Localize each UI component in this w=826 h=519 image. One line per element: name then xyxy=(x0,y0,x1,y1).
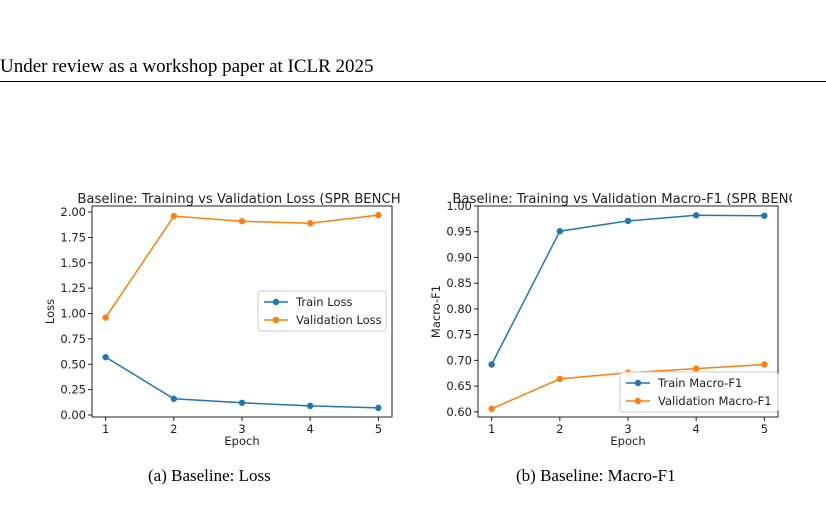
legend-box xyxy=(619,371,779,413)
header-rule xyxy=(0,81,826,82)
y-tick-label: 1.00 xyxy=(446,199,472,213)
x-axis-label: Epoch xyxy=(224,434,259,448)
data-point-validation xyxy=(375,211,382,219)
data-point-validation xyxy=(761,361,768,368)
x-tick-label: 4 xyxy=(307,422,314,436)
y-tick-label: 0.50 xyxy=(60,357,86,371)
y-tick-label: 0.60 xyxy=(446,405,472,419)
x-tick-label: 5 xyxy=(761,422,768,436)
chart-macro-f1: Baseline: Training vs Validation Macro-F… xyxy=(429,192,797,448)
caption-b: (b) Baseline: Macro-F1 xyxy=(516,466,676,485)
data-point-train xyxy=(488,361,495,368)
y-axis-label: Loss xyxy=(43,299,57,324)
data-point-train xyxy=(624,217,632,225)
y-tick-label: 1.00 xyxy=(60,307,86,321)
y-tick-label: 0.65 xyxy=(446,379,472,393)
legend-label: Train Macro-F1 xyxy=(657,376,742,390)
y-tick-label: 1.25 xyxy=(60,281,86,295)
y-tick-label: 0.00 xyxy=(60,408,86,422)
caption-a: (a) Baseline: Loss xyxy=(148,466,271,485)
data-point-train xyxy=(692,212,700,219)
y-tick-label: 0.70 xyxy=(446,353,472,367)
chart-loss: Baseline: Training vs Validation Loss (S… xyxy=(43,192,401,448)
legend-marker xyxy=(272,298,280,306)
data-point-validation xyxy=(692,365,700,372)
x-axis-label: Epoch xyxy=(610,434,645,448)
x-tick-label: 3 xyxy=(624,422,631,436)
y-tick-label: 0.75 xyxy=(446,328,472,342)
y-tick-label: 0.80 xyxy=(446,302,472,316)
data-point-train xyxy=(170,395,178,402)
x-tick-label: 3 xyxy=(238,422,245,436)
x-tick-label: 1 xyxy=(102,422,109,436)
data-point-validation xyxy=(102,314,109,321)
data-point-validation xyxy=(488,405,495,412)
y-tick-label: 0.85 xyxy=(446,276,472,290)
data-point-validation xyxy=(556,375,564,383)
y-tick-label: 0.75 xyxy=(60,332,86,346)
data-point-validation xyxy=(238,218,246,225)
data-point-train xyxy=(761,212,768,219)
legend-box xyxy=(257,290,387,332)
chart-title: Baseline: Training vs Validation Loss (S… xyxy=(77,192,400,207)
y-tick-label: 1.75 xyxy=(60,230,86,244)
legend-marker xyxy=(634,379,642,387)
data-point-train xyxy=(238,399,246,406)
data-point-train xyxy=(556,228,564,235)
legend-marker xyxy=(272,316,280,324)
x-tick-label: 2 xyxy=(170,422,177,436)
data-point-validation xyxy=(306,220,314,227)
legend-label: Train Loss xyxy=(295,295,352,309)
data-point-train xyxy=(375,404,382,412)
legend-marker xyxy=(634,397,642,405)
data-point-train xyxy=(102,353,109,361)
y-tick-label: 0.90 xyxy=(446,250,472,264)
data-point-train xyxy=(306,402,314,410)
data-point-validation xyxy=(170,212,178,220)
y-axis-label: Macro-F1 xyxy=(429,285,443,338)
chart-title: Baseline: Training vs Validation Macro-F… xyxy=(452,192,797,207)
series-line-train xyxy=(490,214,765,365)
x-tick-label: 1 xyxy=(488,422,495,436)
legend-label: Validation Loss xyxy=(296,313,382,327)
x-tick-label: 5 xyxy=(375,422,382,436)
running-header: Under review as a workshop paper at ICLR… xyxy=(0,56,374,77)
legend-label: Validation Macro-F1 xyxy=(658,394,772,408)
y-tick-label: 0.25 xyxy=(60,383,86,397)
y-tick-label: 1.50 xyxy=(60,256,86,270)
x-tick-label: 4 xyxy=(693,422,700,436)
x-tick-label: 2 xyxy=(556,422,563,436)
y-tick-label: 2.00 xyxy=(60,205,86,219)
y-tick-label: 0.95 xyxy=(446,225,472,239)
